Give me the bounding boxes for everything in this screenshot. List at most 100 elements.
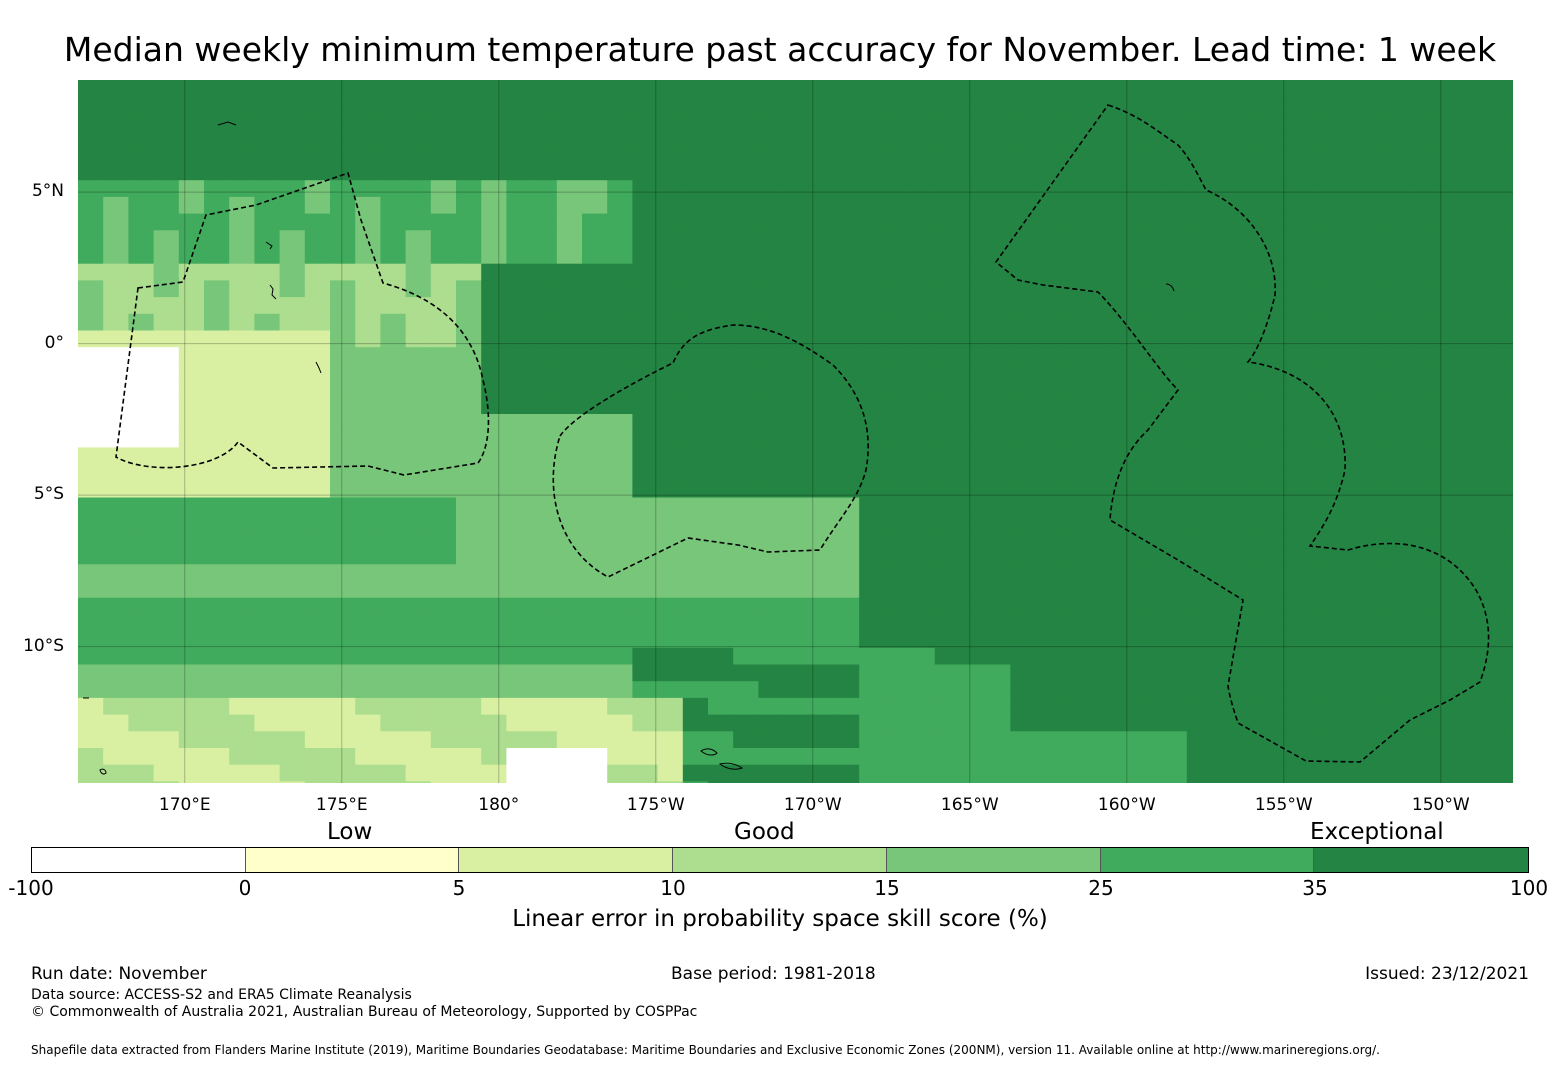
skill-cell: [330, 681, 356, 699]
skill-cell: [834, 464, 860, 482]
skill-cell: [481, 313, 507, 331]
skill-cell: [481, 397, 507, 415]
skill-cell: [380, 681, 407, 699]
skill-cell: [103, 313, 129, 331]
skill-cell: [556, 113, 583, 131]
skill-cell: [78, 380, 104, 398]
skill-cell: [632, 130, 659, 148]
skill-cell: [834, 196, 860, 215]
skill-cell: [304, 247, 331, 265]
skill-cell: [531, 681, 558, 699]
skill-cell: [1287, 647, 1314, 665]
skill-cell: [1262, 280, 1289, 298]
skill-cell: [808, 180, 835, 198]
skill-cell: [859, 96, 885, 114]
skill-cell: [934, 230, 961, 248]
skill-cell: [909, 130, 936, 148]
skill-cell: [254, 130, 281, 148]
skill-cell: [758, 247, 785, 265]
skill-cell: [279, 163, 306, 181]
skill-cell: [456, 781, 482, 783]
skill-cell: [153, 781, 180, 783]
skill-cell: [708, 464, 734, 482]
skill-cell: [657, 647, 684, 665]
skill-cell: [1086, 263, 1112, 281]
skill-cell: [1287, 363, 1314, 382]
skill-cell: [909, 764, 936, 782]
skill-cell: [733, 230, 759, 248]
skill-cell: [153, 681, 180, 699]
skill-cell: [1489, 681, 1513, 699]
skill-cell: [1010, 597, 1037, 615]
lat-tick-label: 10°S: [23, 635, 64, 656]
skill-cell: [758, 748, 785, 766]
skill-cell: [708, 664, 734, 682]
skill-cell: [1111, 647, 1137, 665]
skill-cell: [834, 330, 860, 348]
skill-cell: [1489, 230, 1513, 248]
skill-cell: [708, 263, 734, 281]
skill-cell: [1060, 497, 1087, 515]
skill-cell: [1086, 163, 1112, 181]
skill-cell: [1161, 313, 1188, 331]
skill-cell: [1489, 464, 1513, 482]
skill-cell: [682, 113, 709, 131]
skill-cell: [1136, 480, 1163, 498]
skill-cell: [1413, 647, 1440, 665]
skill-cell: [1212, 397, 1238, 415]
skill-cell: [1161, 748, 1188, 766]
skill-cell: [1363, 297, 1389, 315]
skill-cell: [1312, 363, 1339, 382]
skill-cell: [607, 146, 633, 164]
skill-cell: [1287, 430, 1314, 448]
skill-cell: [178, 447, 205, 465]
skill-cell: [1212, 130, 1238, 148]
skill-cell: [1010, 647, 1037, 665]
skill-cell: [960, 597, 986, 615]
skill-cell: [531, 697, 558, 716]
skill-cell: [1287, 781, 1314, 783]
skill-cell: [1010, 714, 1037, 732]
skill-cell: [355, 430, 381, 448]
skill-cell: [279, 414, 306, 432]
skill-cell: [1010, 681, 1037, 699]
skill-cell: [1186, 247, 1213, 265]
skill-cell: [834, 297, 860, 315]
skill-cell: [1212, 263, 1238, 281]
skill-cell: [1111, 213, 1137, 231]
skill-cell: [985, 714, 1011, 732]
skill-cell: [783, 347, 810, 365]
skill-cell: [859, 130, 885, 148]
skill-cell: [1237, 196, 1263, 215]
skill-cell: [1161, 280, 1188, 298]
skill-cell: [103, 714, 129, 732]
skill-cell: [355, 564, 381, 582]
skill-cell: [204, 330, 230, 348]
eez-boundary-tokelau: [552, 324, 869, 578]
skill-cell: [1312, 547, 1339, 565]
skill-cell: [506, 714, 533, 732]
skill-cell: [456, 230, 482, 248]
skill-cell: [632, 213, 659, 231]
skill-cell: [1186, 146, 1213, 164]
skill-cell: [1237, 647, 1263, 665]
skill-cell: [1438, 80, 1465, 98]
skill-cell: [1363, 363, 1389, 382]
skill-cell: [859, 180, 885, 198]
skill-cell: [456, 497, 482, 515]
skill-cell: [708, 597, 734, 615]
skill-cell: [1312, 263, 1339, 281]
skill-cell: [556, 681, 583, 699]
skill-cell: [909, 697, 936, 716]
skill-cell: [708, 681, 734, 699]
skill-cell: [1161, 530, 1188, 549]
skill-cell: [556, 514, 583, 532]
skill-cell: [481, 330, 507, 348]
skill-cell: [884, 748, 911, 766]
skill-cell: [279, 347, 306, 365]
skill-cell: [960, 414, 986, 432]
skill-cell: [1413, 681, 1440, 699]
skill-cell: [279, 180, 306, 198]
skill-cell: [607, 230, 633, 248]
skill-cell: [1287, 581, 1314, 599]
